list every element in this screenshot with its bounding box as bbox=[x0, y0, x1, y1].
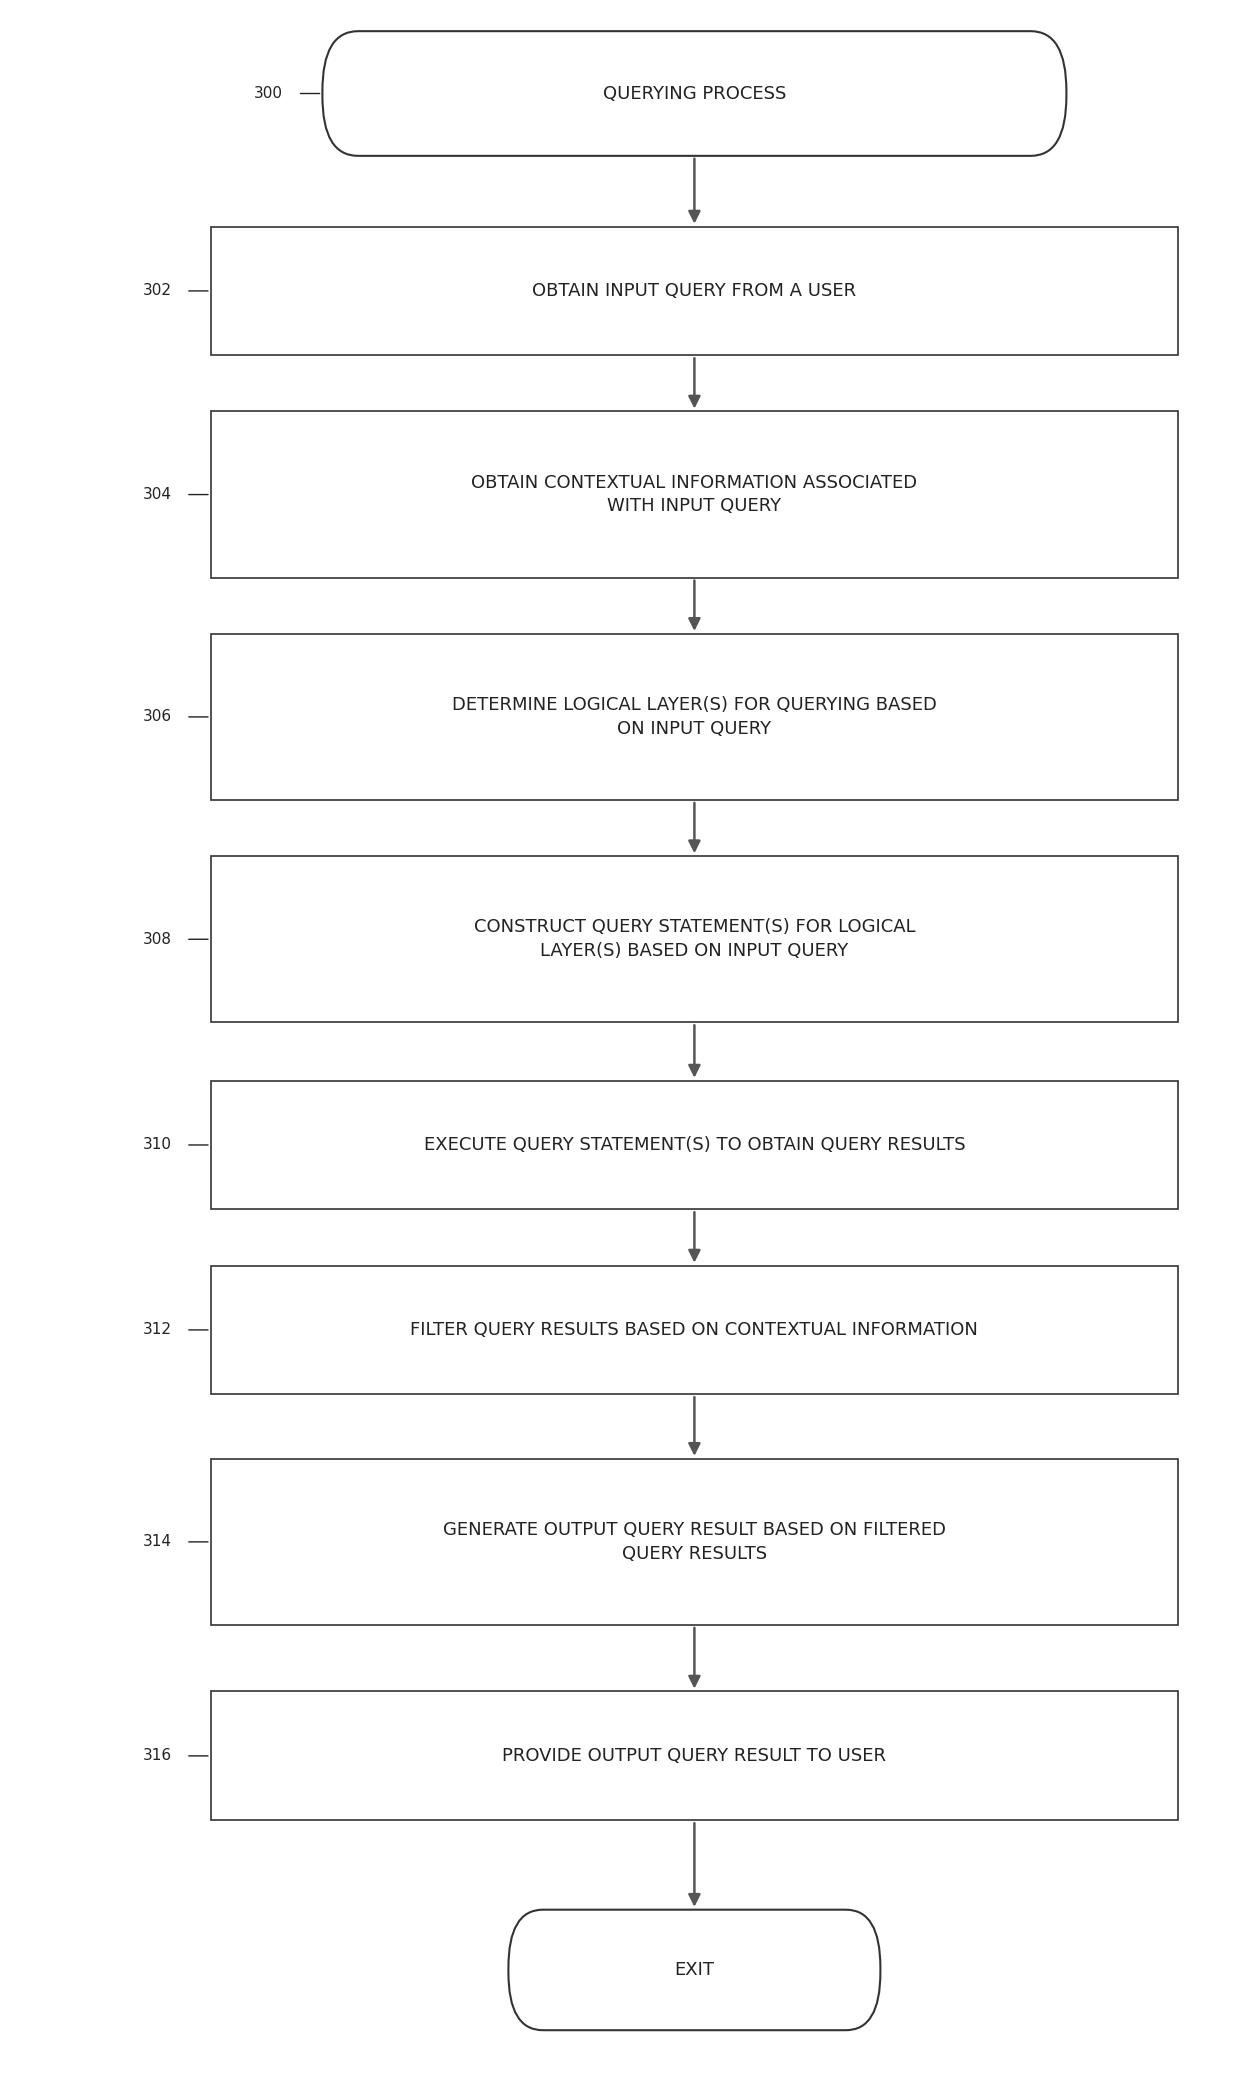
Text: DETERMINE LOGICAL LAYER(S) FOR QUERYING BASED
ON INPUT QUERY: DETERMINE LOGICAL LAYER(S) FOR QUERYING … bbox=[451, 696, 937, 738]
Text: EXIT: EXIT bbox=[675, 1962, 714, 1978]
Bar bbox=[211, 1459, 1178, 1625]
Text: 314: 314 bbox=[143, 1534, 171, 1550]
Text: 304: 304 bbox=[143, 486, 171, 503]
Text: QUERYING PROCESS: QUERYING PROCESS bbox=[603, 85, 786, 102]
Text: 306: 306 bbox=[143, 709, 171, 725]
Text: 310: 310 bbox=[143, 1137, 171, 1153]
Text: GENERATE OUTPUT QUERY RESULT BASED ON FILTERED
QUERY RESULTS: GENERATE OUTPUT QUERY RESULT BASED ON FI… bbox=[443, 1521, 946, 1563]
Text: 302: 302 bbox=[143, 283, 171, 299]
Bar bbox=[211, 411, 1178, 578]
Bar bbox=[211, 1266, 1178, 1394]
Bar bbox=[211, 634, 1178, 800]
Bar bbox=[211, 227, 1178, 355]
FancyBboxPatch shape bbox=[508, 1910, 880, 2030]
Text: OBTAIN CONTEXTUAL INFORMATION ASSOCIATED
WITH INPUT QUERY: OBTAIN CONTEXTUAL INFORMATION ASSOCIATED… bbox=[471, 474, 918, 515]
Text: 316: 316 bbox=[143, 1748, 171, 1764]
Text: 312: 312 bbox=[143, 1322, 171, 1338]
Bar bbox=[211, 856, 1178, 1022]
Bar bbox=[211, 1081, 1178, 1209]
Text: PROVIDE OUTPUT QUERY RESULT TO USER: PROVIDE OUTPUT QUERY RESULT TO USER bbox=[502, 1748, 887, 1764]
Text: EXECUTE QUERY STATEMENT(S) TO OBTAIN QUERY RESULTS: EXECUTE QUERY STATEMENT(S) TO OBTAIN QUE… bbox=[424, 1137, 965, 1153]
Text: 308: 308 bbox=[143, 931, 171, 948]
Text: OBTAIN INPUT QUERY FROM A USER: OBTAIN INPUT QUERY FROM A USER bbox=[532, 283, 857, 299]
FancyBboxPatch shape bbox=[322, 31, 1066, 156]
Bar bbox=[211, 1691, 1178, 1820]
Text: 300: 300 bbox=[254, 85, 283, 102]
Text: CONSTRUCT QUERY STATEMENT(S) FOR LOGICAL
LAYER(S) BASED ON INPUT QUERY: CONSTRUCT QUERY STATEMENT(S) FOR LOGICAL… bbox=[474, 918, 915, 960]
Text: FILTER QUERY RESULTS BASED ON CONTEXTUAL INFORMATION: FILTER QUERY RESULTS BASED ON CONTEXTUAL… bbox=[410, 1322, 978, 1338]
